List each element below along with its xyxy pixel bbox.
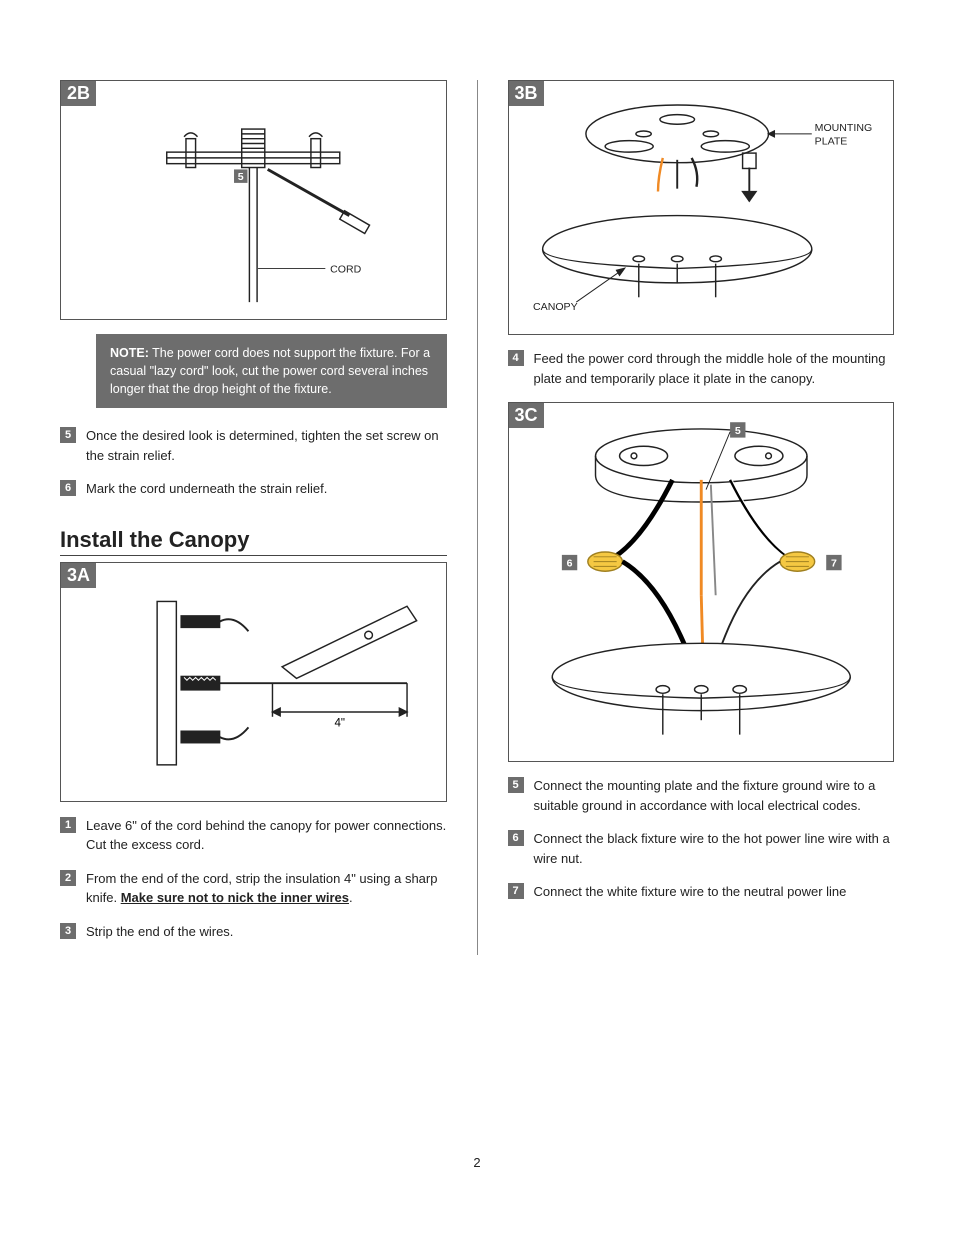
section-heading: Install the Canopy — [60, 527, 447, 556]
note-box: NOTE: The power cord does not support th… — [96, 334, 447, 408]
right-column: 3B — [508, 80, 895, 955]
step-2-num: 2 — [60, 870, 76, 886]
figure-3a-svg: 4" — [61, 563, 446, 794]
figure-3b: 3B — [508, 80, 895, 335]
step-2: 2 From the end of the cord, strip the in… — [60, 869, 447, 908]
figure-3c-svg: 5 6 7 — [509, 403, 894, 749]
step-7r: 7 Connect the white fixture wire to the … — [508, 882, 895, 902]
note-prefix: NOTE: — [110, 346, 149, 360]
step-7r-text: Connect the white fixture wire to the ne… — [534, 882, 895, 902]
step-6-num: 6 — [60, 480, 76, 496]
step-5r-text: Connect the mounting plate and the fixtu… — [534, 776, 895, 815]
figure-3a-label: 3A — [61, 563, 96, 588]
figure-2b-svg: 5 CORD — [61, 81, 446, 312]
svg-text:6: 6 — [566, 557, 572, 569]
step-5-text: Once the desired look is determined, tig… — [86, 426, 447, 465]
svg-text:4": 4" — [335, 717, 345, 729]
figure-3c-label: 3C — [509, 403, 544, 428]
step-5: 5 Once the desired look is determined, t… — [60, 426, 447, 465]
step-4-text: Feed the power cord through the middle h… — [534, 349, 895, 388]
figure-3a: 3A — [60, 562, 447, 802]
svg-text:MOUNTING: MOUNTING — [814, 122, 872, 134]
step-6r-text: Connect the black fixture wire to the ho… — [534, 829, 895, 868]
step-1-text: Leave 6" of the cord behind the canopy f… — [86, 816, 447, 855]
svg-text:CORD: CORD — [330, 263, 361, 275]
figure-3b-label: 3B — [509, 81, 544, 106]
svg-text:7: 7 — [830, 557, 836, 569]
step-6-text: Mark the cord underneath the strain reli… — [86, 479, 447, 499]
step-3: 3 Strip the end of the wires. — [60, 922, 447, 942]
svg-text:PLATE: PLATE — [814, 135, 847, 147]
step-4: 4 Feed the power cord through the middle… — [508, 349, 895, 388]
step-6r-num: 6 — [508, 830, 524, 846]
step-5r-num: 5 — [508, 777, 524, 793]
svg-text:5: 5 — [238, 171, 244, 183]
svg-text:CANOPY: CANOPY — [533, 301, 578, 313]
step-2-text: From the end of the cord, strip the insu… — [86, 869, 447, 908]
step-6: 6 Mark the cord underneath the strain re… — [60, 479, 447, 499]
figure-3b-svg: MOUNTING PLATE CANOPY — [509, 81, 894, 326]
figure-2b: 2B — [60, 80, 447, 320]
step-3-num: 3 — [60, 923, 76, 939]
left-column: 2B — [60, 80, 447, 955]
figure-2b-label: 2B — [61, 81, 96, 106]
step-1: 1 Leave 6" of the cord behind the canopy… — [60, 816, 447, 855]
svg-text:5: 5 — [734, 425, 740, 437]
page-number: 2 — [60, 1155, 894, 1170]
step-5-num: 5 — [60, 427, 76, 443]
step-4-num: 4 — [508, 350, 524, 366]
figure-3c: 3C — [508, 402, 895, 762]
step-7r-num: 7 — [508, 883, 524, 899]
step-6r: 6 Connect the black fixture wire to the … — [508, 829, 895, 868]
step-1-num: 1 — [60, 817, 76, 833]
note-text: The power cord does not support the fixt… — [110, 346, 430, 396]
step-5r: 5 Connect the mounting plate and the fix… — [508, 776, 895, 815]
column-divider — [477, 80, 478, 955]
step-3-text: Strip the end of the wires. — [86, 922, 447, 942]
